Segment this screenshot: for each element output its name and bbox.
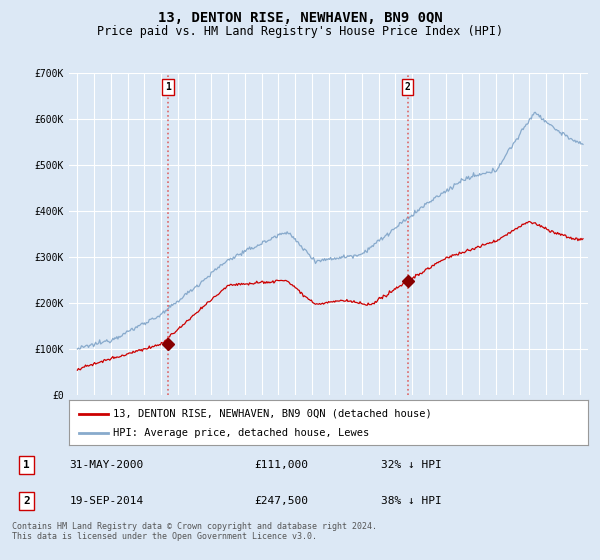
Bar — [168, 73, 407, 395]
Text: £247,500: £247,500 — [254, 496, 308, 506]
Text: 13, DENTON RISE, NEWHAVEN, BN9 0QN (detached house): 13, DENTON RISE, NEWHAVEN, BN9 0QN (deta… — [113, 409, 432, 419]
Text: Contains HM Land Registry data © Crown copyright and database right 2024.
This d: Contains HM Land Registry data © Crown c… — [12, 522, 377, 542]
Text: 1: 1 — [23, 460, 30, 470]
Text: £111,000: £111,000 — [254, 460, 308, 470]
Text: Price paid vs. HM Land Registry's House Price Index (HPI): Price paid vs. HM Land Registry's House … — [97, 25, 503, 38]
Text: 32% ↓ HPI: 32% ↓ HPI — [380, 460, 442, 470]
Text: HPI: Average price, detached house, Lewes: HPI: Average price, detached house, Lewe… — [113, 428, 370, 438]
Text: 38% ↓ HPI: 38% ↓ HPI — [380, 496, 442, 506]
Text: 13, DENTON RISE, NEWHAVEN, BN9 0QN: 13, DENTON RISE, NEWHAVEN, BN9 0QN — [158, 11, 442, 25]
Text: 19-SEP-2014: 19-SEP-2014 — [70, 496, 144, 506]
Text: 2: 2 — [23, 496, 30, 506]
Text: 31-MAY-2000: 31-MAY-2000 — [70, 460, 144, 470]
Text: 2: 2 — [404, 82, 410, 92]
Text: 1: 1 — [165, 82, 171, 92]
